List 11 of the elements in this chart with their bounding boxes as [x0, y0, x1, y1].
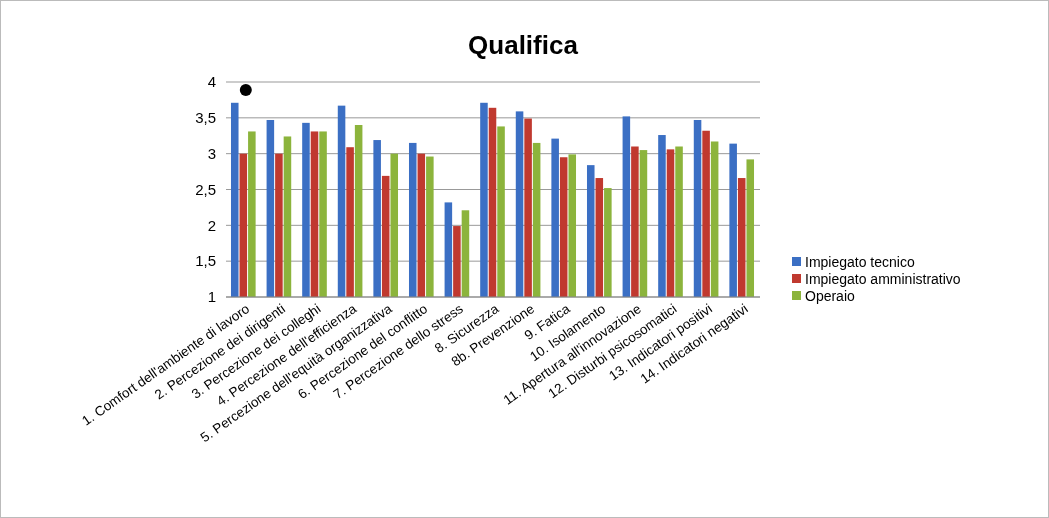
- legend-label: Impiegato amministrativo: [805, 270, 961, 287]
- legend-label: Operaio: [805, 287, 856, 304]
- y-tick-label: 1: [207, 288, 216, 306]
- y-tick-label: 1,5: [195, 252, 216, 270]
- y-tick-label: 3: [207, 144, 216, 162]
- y-tick-label: 2,5: [195, 180, 216, 198]
- y-tick-label: 3,5: [195, 109, 216, 127]
- y-tick-label: 4: [207, 73, 216, 91]
- legend-label: Impiegato tecnico: [805, 253, 915, 270]
- y-tick-label: 2: [207, 216, 216, 234]
- chart-title: Qualifica: [468, 30, 579, 60]
